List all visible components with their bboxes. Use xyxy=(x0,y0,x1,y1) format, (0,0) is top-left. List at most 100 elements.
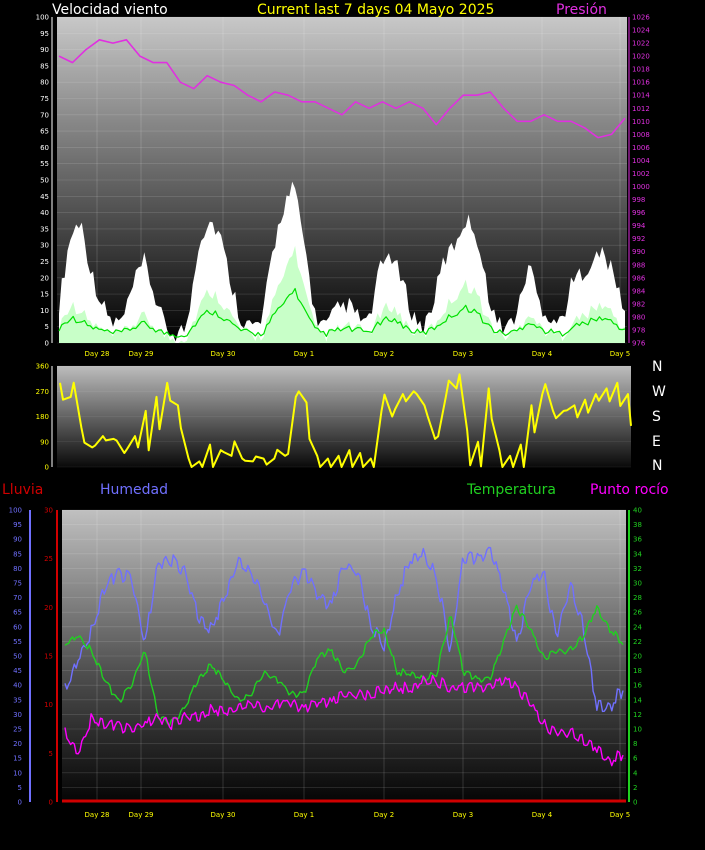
y-tick-label-temperature: 24 xyxy=(633,623,642,631)
y-tick-label-pressure: 1006 xyxy=(632,144,650,152)
y-tick-label-direction: 0 xyxy=(45,464,49,472)
y-tick-label-wind: 40 xyxy=(40,209,49,217)
y-tick-label-wind: 85 xyxy=(40,62,49,70)
y-tick-label-humidity: 75 xyxy=(13,580,22,588)
y-tick-label-temperature: 2 xyxy=(633,784,637,792)
y-tick-label-humidity: 50 xyxy=(13,653,22,661)
header-title: Current last 7 days 04 Mayo 2025 xyxy=(257,2,495,18)
y-tick-label-pressure: 980 xyxy=(632,313,645,321)
y-tick-label-pressure: 1024 xyxy=(632,27,650,35)
x-tick-label-day: Day 1 xyxy=(294,350,315,358)
header-wind-label: Velocidad viento xyxy=(52,2,168,18)
compass-e: E xyxy=(652,434,661,450)
y-tick-label-wind: 80 xyxy=(40,79,49,87)
x-tick-label-day: Day 2 xyxy=(374,350,395,358)
header-pressure-label: Presión xyxy=(556,2,607,18)
series-line-dewpoint xyxy=(64,674,624,767)
y-tick-label-temperature: 40 xyxy=(633,507,642,515)
y-tick-label-wind: 55 xyxy=(40,160,49,168)
y-tick-label-pressure: 1000 xyxy=(632,183,650,191)
y-tick-label-direction: 270 xyxy=(36,388,49,396)
y-tick-label-pressure: 1018 xyxy=(632,66,650,74)
y-tick-label-pressure: 996 xyxy=(632,209,646,217)
y-tick-label-humidity: 70 xyxy=(13,594,22,602)
y-tick-label-humidity: 40 xyxy=(13,682,22,690)
y-tick-label-rain: 20 xyxy=(44,604,53,612)
y-tick-label-pressure: 994 xyxy=(632,222,646,230)
y-tick-label-humidity: 0 xyxy=(18,799,22,807)
y-tick-label-pressure: 1014 xyxy=(632,92,650,100)
y-tick-label-humidity: 80 xyxy=(13,565,22,573)
y-tick-label-humidity: 25 xyxy=(13,726,22,734)
compass-s: S xyxy=(652,409,661,425)
series-line-humidity xyxy=(64,546,624,713)
y-tick-label-temperature: 34 xyxy=(633,550,642,558)
y-tick-label-humidity: 5 xyxy=(18,784,22,792)
x-tick-label-day: Day 30 xyxy=(211,350,236,358)
y-tick-label-humidity: 45 xyxy=(13,667,22,675)
y-tick-label-wind: 45 xyxy=(40,193,49,201)
y-tick-label-rain: 0 xyxy=(49,799,53,807)
wind-avg-area xyxy=(59,245,625,343)
y-tick-label-temperature: 6 xyxy=(633,755,638,763)
y-tick-label-humidity: 60 xyxy=(13,623,22,631)
y-tick-label-humidity: 55 xyxy=(13,638,22,646)
y-tick-label-temperature: 32 xyxy=(633,565,642,573)
y-tick-label-temperature: 22 xyxy=(633,638,642,646)
x-tick-label-day: Day 29 xyxy=(129,811,154,819)
compass-n-top: N xyxy=(652,359,663,375)
y-tick-label-wind: 70 xyxy=(40,111,49,119)
x-tick-label-day: Day 28 xyxy=(85,350,110,358)
y-tick-label-humidity: 15 xyxy=(13,755,22,763)
y-tick-label-wind: 0 xyxy=(45,340,49,348)
x-tick-label-day: Day 30 xyxy=(211,811,236,819)
y-tick-label-temperature: 38 xyxy=(633,521,642,529)
y-tick-label-pressure: 986 xyxy=(632,274,646,282)
y-tick-label-pressure: 978 xyxy=(632,326,645,334)
x-tick-label-day: Day 3 xyxy=(453,811,474,819)
y-tick-label-rain: 30 xyxy=(44,507,53,515)
x-tick-label-day: Day 2 xyxy=(374,811,395,819)
y-tick-label-wind: 95 xyxy=(40,30,49,38)
y-tick-label-pressure: 984 xyxy=(632,287,646,295)
y-tick-label-wind: 20 xyxy=(40,274,49,282)
y-tick-label-pressure: 1026 xyxy=(632,14,650,22)
y-tick-label-temperature: 4 xyxy=(633,769,638,777)
y-tick-label-wind: 75 xyxy=(40,95,49,103)
series-line-direction xyxy=(59,373,632,468)
y-tick-label-wind: 35 xyxy=(40,225,49,233)
series-line-pressure xyxy=(58,38,626,139)
y-tick-label-wind: 5 xyxy=(45,323,49,331)
x-tick-label-day: Day 28 xyxy=(85,811,110,819)
y-tick-label-temperature: 10 xyxy=(633,726,642,734)
y-tick-label-direction: 90 xyxy=(40,438,49,446)
y-tick-label-direction: 360 xyxy=(36,363,49,371)
y-tick-label-rain: 15 xyxy=(44,653,53,661)
x-tick-label-day: Day 5 xyxy=(610,811,631,819)
compass-n-bottom: N xyxy=(652,458,663,474)
y-tick-label-wind: 25 xyxy=(40,258,49,266)
y-tick-label-temperature: 18 xyxy=(633,667,642,675)
y-tick-label-temperature: 28 xyxy=(633,594,642,602)
y-tick-label-humidity: 65 xyxy=(13,609,22,617)
y-tick-label-pressure: 1008 xyxy=(632,131,650,139)
y-tick-label-temperature: 0 xyxy=(633,799,637,807)
y-tick-label-wind: 15 xyxy=(40,291,49,299)
x-tick-label-day: Day 3 xyxy=(453,350,474,358)
y-tick-label-humidity: 100 xyxy=(9,507,22,515)
y-tick-label-rain: 5 xyxy=(49,750,53,758)
y-tick-label-wind: 60 xyxy=(40,144,49,152)
legend-rain: Lluvia xyxy=(2,482,44,498)
y-tick-label-rain: 25 xyxy=(44,555,53,563)
x-tick-label-day: Day 4 xyxy=(532,350,553,358)
y-tick-label-temperature: 20 xyxy=(633,653,642,661)
y-tick-label-temperature: 8 xyxy=(633,740,637,748)
y-tick-label-pressure: 988 xyxy=(632,261,645,269)
legend-dewpoint: Punto rocío xyxy=(590,482,669,498)
y-tick-label-pressure: 982 xyxy=(632,300,645,308)
y-tick-label-humidity: 20 xyxy=(13,740,22,748)
y-tick-label-pressure: 1022 xyxy=(632,40,650,48)
x-tick-label-day: Day 29 xyxy=(129,350,154,358)
thp-plot-bg xyxy=(62,510,626,802)
